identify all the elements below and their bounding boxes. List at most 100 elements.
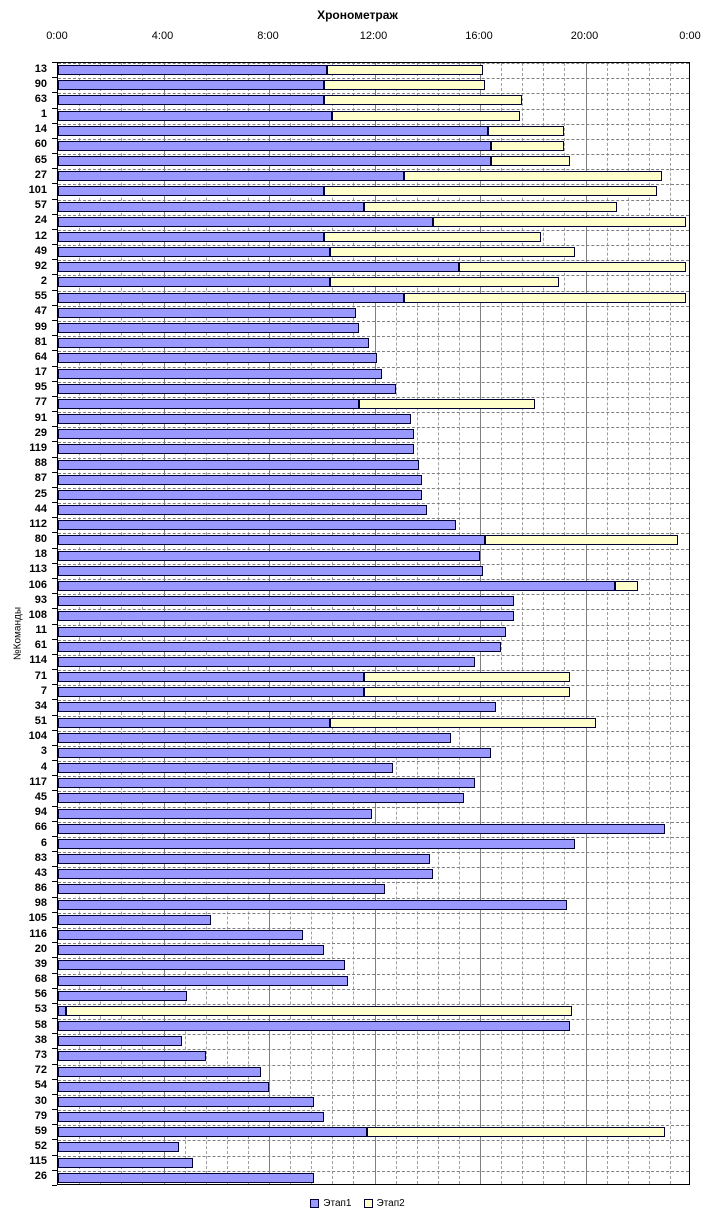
bar-row[interactable]: [58, 230, 691, 245]
bar-segment-stage1[interactable]: [58, 838, 575, 849]
bar-segment-stage1[interactable]: [58, 1142, 180, 1153]
bar-row[interactable]: [58, 989, 691, 1004]
bar-segment-stage1[interactable]: [58, 80, 325, 91]
bar-row[interactable]: [58, 245, 691, 260]
bar-segment-stage2[interactable]: [458, 262, 686, 273]
bar-segment-stage1[interactable]: [58, 611, 515, 622]
bar-segment-stage1[interactable]: [58, 687, 364, 698]
bar-segment-stage1[interactable]: [58, 869, 433, 880]
bar-segment-stage2[interactable]: [324, 231, 541, 242]
bar-segment-stage1[interactable]: [58, 277, 330, 288]
bar-segment-stage1[interactable]: [58, 231, 325, 242]
bar-row[interactable]: [58, 1171, 691, 1186]
bar-segment-stage1[interactable]: [58, 808, 372, 819]
bar-segment-stage2[interactable]: [403, 292, 686, 303]
bar-segment-stage1[interactable]: [58, 535, 486, 546]
bar-row[interactable]: [58, 640, 691, 655]
bar-row[interactable]: [58, 518, 691, 533]
bar-segment-stage1[interactable]: [58, 1021, 570, 1032]
bar-segment-stage2[interactable]: [329, 717, 597, 728]
bar-row[interactable]: [58, 746, 691, 761]
bar-segment-stage1[interactable]: [58, 899, 568, 910]
bar-segment-stage1[interactable]: [58, 307, 357, 318]
bar-segment-stage2[interactable]: [490, 140, 565, 151]
bar-segment-stage1[interactable]: [58, 1157, 193, 1168]
bar-row[interactable]: [58, 928, 691, 943]
bar-segment-stage2[interactable]: [324, 95, 523, 106]
legend-entry[interactable]: Этап1: [310, 1198, 352, 1209]
bar-segment-stage1[interactable]: [58, 990, 188, 1001]
legend-entry[interactable]: Этап2: [363, 1198, 405, 1209]
bar-row[interactable]: [58, 609, 691, 624]
bar-row[interactable]: [58, 124, 691, 139]
bar-segment-stage1[interactable]: [58, 474, 422, 485]
bar-segment-stage1[interactable]: [58, 1036, 182, 1047]
bar-row[interactable]: [58, 731, 691, 746]
bar-segment-stage2[interactable]: [363, 687, 570, 698]
bar-row[interactable]: [58, 533, 691, 548]
bar-segment-stage1[interactable]: [58, 353, 378, 364]
bar-row[interactable]: [58, 412, 691, 427]
bar-segment-stage2[interactable]: [358, 398, 536, 409]
bar-row[interactable]: [58, 275, 691, 290]
bar-segment-stage2[interactable]: [329, 247, 575, 258]
bar-segment-stage1[interactable]: [58, 368, 383, 379]
bar-row[interactable]: [58, 852, 691, 867]
bar-segment-stage2[interactable]: [363, 672, 570, 683]
bar-segment-stage1[interactable]: [58, 930, 304, 940]
bar-segment-stage1[interactable]: [58, 444, 415, 455]
bar-row[interactable]: [58, 943, 691, 958]
bar-segment-stage1[interactable]: [58, 247, 330, 258]
bar-row[interactable]: [58, 1080, 691, 1095]
bar-segment-stage1[interactable]: [58, 793, 465, 804]
bar-segment-stage1[interactable]: [58, 489, 422, 500]
bar-segment-stage1[interactable]: [58, 398, 359, 409]
bar-segment-stage1[interactable]: [58, 201, 364, 212]
bar-row[interactable]: [58, 154, 691, 169]
bar-row[interactable]: [58, 442, 691, 457]
bar-row[interactable]: [58, 625, 691, 640]
bar-row[interactable]: [58, 351, 691, 366]
bar-row[interactable]: [58, 1140, 691, 1155]
bar-row[interactable]: [58, 306, 691, 321]
bar-row[interactable]: [58, 139, 691, 154]
bar-segment-stage1[interactable]: [58, 65, 328, 75]
bar-row[interactable]: [58, 397, 691, 412]
bar-segment-stage1[interactable]: [58, 1005, 66, 1016]
bar-segment-stage1[interactable]: [58, 656, 475, 667]
bar-row[interactable]: [58, 78, 691, 93]
bar-segment-stage1[interactable]: [58, 672, 364, 683]
bar-segment-stage1[interactable]: [58, 854, 430, 865]
bar-segment-stage1[interactable]: [58, 262, 459, 273]
bar-row[interactable]: [58, 184, 691, 199]
bar-segment-stage1[interactable]: [58, 216, 433, 227]
bar-row[interactable]: [58, 503, 691, 518]
bar-segment-stage2[interactable]: [324, 186, 657, 197]
bar-row[interactable]: [58, 367, 691, 382]
bar-row[interactable]: [58, 169, 691, 184]
bar-segment-stage2[interactable]: [485, 535, 678, 546]
bar-segment-stage1[interactable]: [58, 960, 346, 971]
bar-row[interactable]: [58, 655, 691, 670]
bar-row[interactable]: [58, 670, 691, 685]
bar-segment-stage1[interactable]: [58, 580, 615, 591]
bar-segment-stage1[interactable]: [58, 884, 386, 895]
bar-segment-stage1[interactable]: [58, 747, 491, 758]
bar-row[interactable]: [58, 1034, 691, 1049]
bar-row[interactable]: [58, 427, 691, 442]
bar-segment-stage1[interactable]: [58, 945, 325, 956]
bar-segment-stage1[interactable]: [58, 171, 404, 182]
bar-row[interactable]: [58, 1095, 691, 1110]
bar-row[interactable]: [58, 867, 691, 882]
bar-segment-stage1[interactable]: [58, 1096, 314, 1107]
bar-row[interactable]: [58, 716, 691, 731]
bar-segment-stage1[interactable]: [58, 186, 325, 197]
bar-row[interactable]: [58, 63, 691, 78]
bar-row[interactable]: [58, 200, 691, 215]
bar-row[interactable]: [58, 791, 691, 806]
bar-segment-stage1[interactable]: [58, 596, 515, 607]
bar-segment-stage1[interactable]: [58, 1127, 367, 1138]
bar-row[interactable]: [58, 685, 691, 700]
bar-segment-stage1[interactable]: [58, 383, 396, 394]
bar-row[interactable]: [58, 488, 691, 503]
